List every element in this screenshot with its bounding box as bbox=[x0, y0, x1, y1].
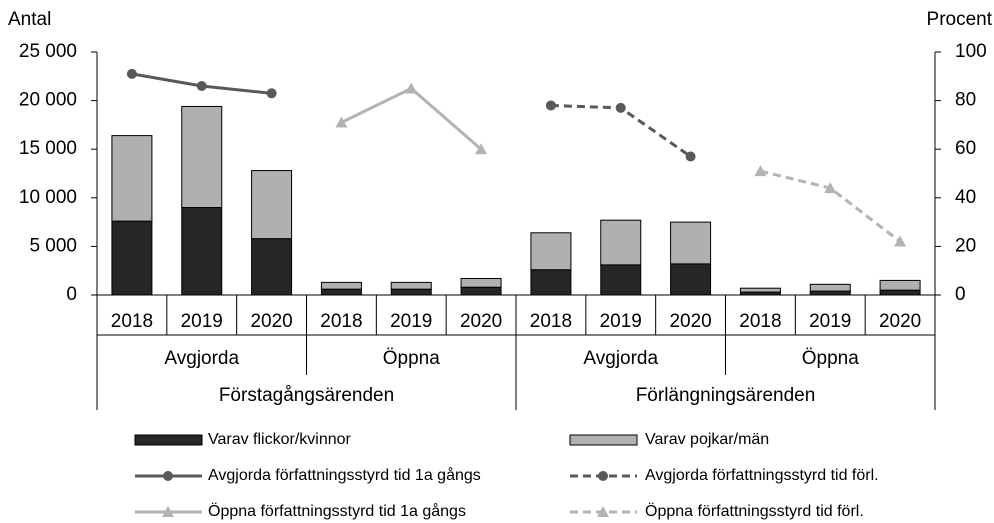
y2-tick-label: 20 bbox=[955, 235, 976, 256]
line-point bbox=[335, 116, 348, 128]
bar bbox=[181, 207, 223, 296]
bar bbox=[739, 287, 781, 293]
bar bbox=[320, 288, 362, 296]
bar bbox=[600, 264, 642, 296]
line-point bbox=[615, 102, 626, 113]
line bbox=[760, 169, 901, 243]
bar bbox=[320, 281, 362, 290]
legend-marker bbox=[597, 506, 609, 517]
x-tick-label: 2018 bbox=[739, 311, 781, 332]
line bbox=[340, 86, 483, 151]
legend-marker bbox=[163, 471, 173, 481]
legend-label: Avgjorda författningsstyrd tid 1a gångs bbox=[208, 466, 481, 484]
supergroup-label: Förlängningsärenden bbox=[636, 385, 816, 406]
bar bbox=[181, 105, 223, 209]
x-tick-label: 2019 bbox=[600, 311, 642, 332]
y-tick-label: 15 000 bbox=[19, 138, 77, 159]
x-tick-label: 2020 bbox=[460, 311, 502, 332]
legend-swatch bbox=[569, 434, 638, 446]
bar bbox=[111, 135, 153, 222]
legend-label: Varav pojkar/män bbox=[645, 431, 769, 448]
y2-tick-label: 100 bbox=[955, 41, 987, 62]
legend-label: Öppna författningsstyrd tid förl. bbox=[645, 502, 864, 520]
y2-tick-label: 60 bbox=[955, 138, 976, 159]
legend-marker bbox=[598, 471, 608, 481]
legend-label: Öppna författningsstyrd tid 1a gångs bbox=[208, 502, 466, 520]
y-axis-title: Antal bbox=[8, 9, 51, 30]
line-point bbox=[824, 182, 837, 194]
line-point bbox=[894, 235, 907, 247]
line-point bbox=[405, 82, 418, 94]
bar bbox=[111, 220, 153, 296]
y-tick-label: 5 000 bbox=[29, 235, 77, 256]
x-tick-label: 2018 bbox=[530, 311, 572, 332]
line-point bbox=[545, 100, 556, 111]
bar bbox=[460, 286, 502, 296]
y-tick-label: 20 000 bbox=[19, 90, 77, 111]
legend-label: Varav flickor/kvinnor bbox=[208, 431, 352, 448]
x-tick-label: 2019 bbox=[809, 311, 851, 332]
x-tick-label: 2020 bbox=[250, 311, 292, 332]
group-label: Avgjorda bbox=[583, 348, 658, 369]
bar bbox=[390, 288, 432, 296]
x-tick-label: 2018 bbox=[111, 311, 153, 332]
bar bbox=[879, 279, 921, 291]
x-tick-label: 2020 bbox=[669, 311, 711, 332]
line-point bbox=[126, 68, 137, 79]
line-point bbox=[754, 165, 767, 177]
legend-marker bbox=[162, 506, 174, 517]
bar bbox=[670, 221, 712, 265]
line bbox=[550, 103, 692, 158]
bar bbox=[809, 290, 851, 296]
line-point bbox=[475, 143, 488, 155]
y-tick-label: 0 bbox=[66, 284, 77, 305]
bar bbox=[251, 238, 293, 296]
line-point bbox=[685, 151, 696, 162]
line-point bbox=[266, 88, 277, 99]
legend-label: Avgjorda författningsstyrd tid förl. bbox=[645, 467, 879, 484]
y2-axis-title: Procent bbox=[927, 9, 993, 30]
bar bbox=[460, 277, 502, 288]
bar bbox=[600, 219, 642, 266]
supergroup-label: Förstagångsärenden bbox=[219, 385, 394, 406]
y2-tick-label: 80 bbox=[955, 90, 976, 111]
x-tick-label: 2019 bbox=[390, 311, 432, 332]
y2-tick-label: 40 bbox=[955, 187, 976, 208]
legend-swatch bbox=[134, 434, 203, 446]
bar bbox=[670, 263, 712, 296]
group-label: Avgjorda bbox=[164, 348, 239, 369]
line-point bbox=[196, 81, 207, 92]
bar bbox=[530, 232, 572, 271]
bar bbox=[390, 281, 432, 290]
bar bbox=[809, 283, 851, 292]
bar bbox=[879, 289, 921, 296]
group-label: Öppna bbox=[802, 348, 859, 369]
x-tick-label: 2018 bbox=[320, 311, 362, 332]
y-tick-label: 25 000 bbox=[19, 41, 77, 62]
y-tick-label: 10 000 bbox=[19, 187, 77, 208]
x-tick-label: 2020 bbox=[879, 311, 921, 332]
y2-tick-label: 0 bbox=[955, 284, 966, 305]
bar bbox=[251, 170, 293, 240]
group-label: Öppna bbox=[383, 348, 440, 369]
x-tick-label: 2019 bbox=[181, 311, 223, 332]
bar bbox=[530, 269, 572, 296]
